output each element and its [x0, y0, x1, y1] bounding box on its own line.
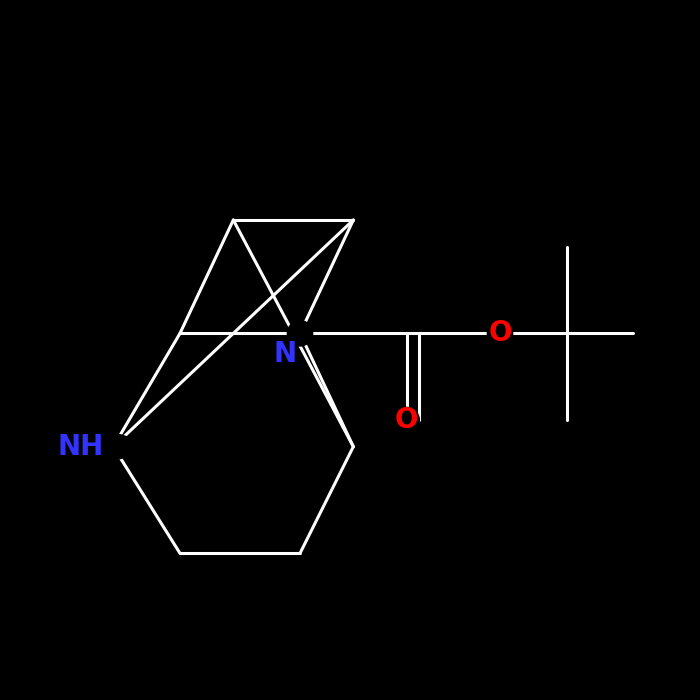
Ellipse shape — [92, 433, 135, 460]
Text: NH: NH — [57, 433, 104, 461]
Ellipse shape — [486, 320, 513, 346]
Text: O: O — [489, 319, 512, 347]
Text: N: N — [274, 340, 297, 368]
Ellipse shape — [287, 320, 314, 346]
Ellipse shape — [393, 407, 420, 433]
Text: O: O — [395, 406, 419, 434]
